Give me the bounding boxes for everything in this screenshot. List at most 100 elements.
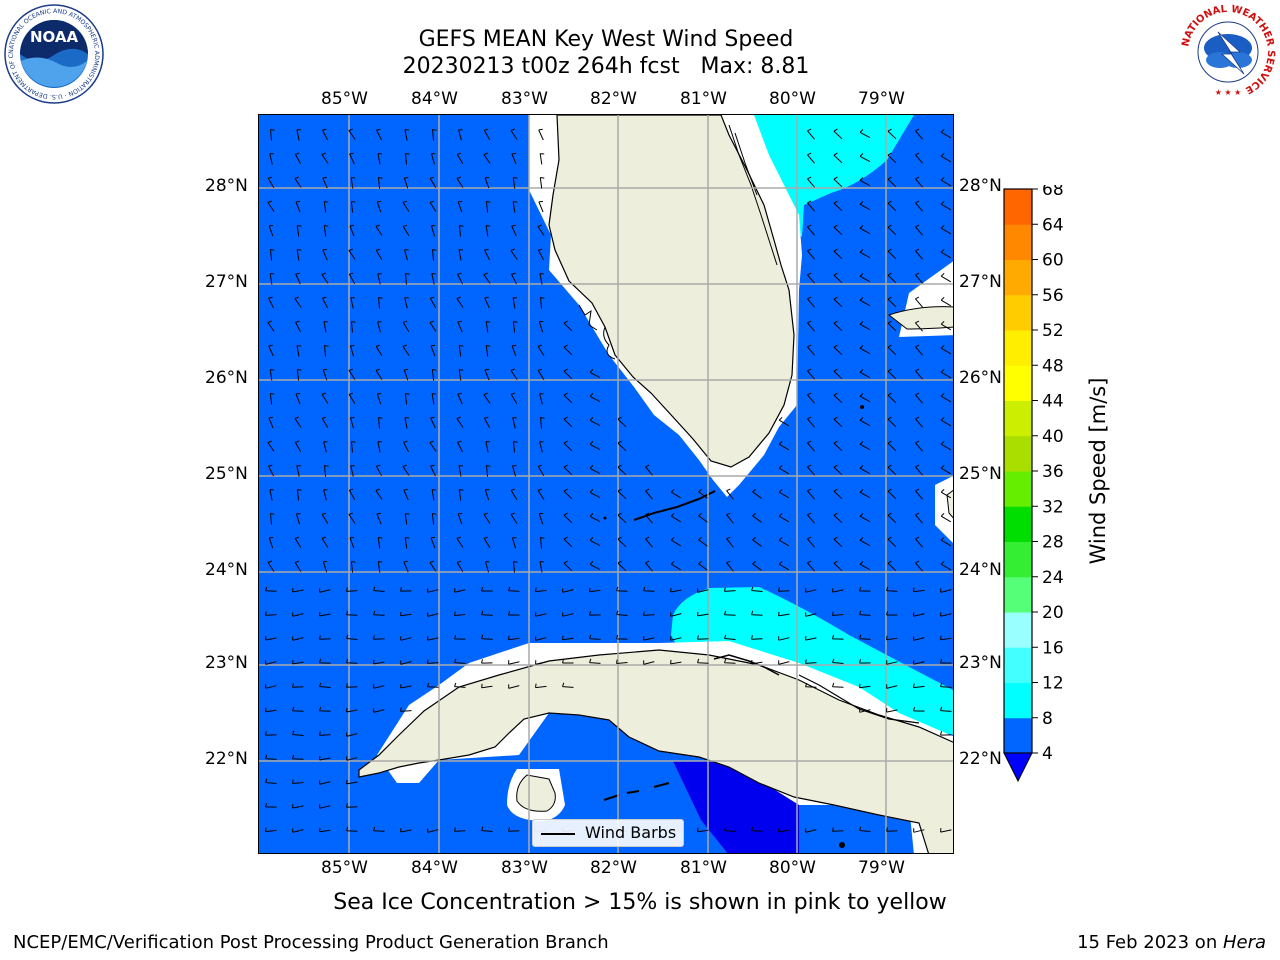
wind-barb [427, 828, 439, 833]
wind-barb [324, 465, 329, 477]
wind-barb [430, 344, 436, 357]
wind-barb [431, 369, 437, 381]
wind-barb [589, 537, 601, 547]
wind-barb [698, 512, 708, 523]
colorbar-segment [1004, 541, 1032, 578]
wind-barb [375, 488, 383, 500]
wind-barb [484, 489, 490, 501]
wind-barb [429, 176, 437, 188]
lon-label-top: 83°W [501, 89, 548, 109]
wind-barb [295, 513, 301, 525]
wind-barb [294, 176, 302, 188]
wind-barb [886, 660, 898, 665]
wind-barb [940, 612, 952, 617]
wind-barb [319, 706, 331, 712]
wind-barb [886, 611, 898, 616]
wind-barb [373, 586, 385, 592]
wind-barb [778, 561, 790, 571]
wind-barb [292, 683, 304, 688]
wind-barb [724, 610, 736, 616]
lat-label-left: 27°N [205, 272, 248, 292]
wind-barb [270, 129, 275, 141]
wind-barb [643, 660, 655, 665]
wind-barb [778, 489, 790, 499]
wind-barb [805, 636, 817, 641]
wind-barb [375, 368, 383, 380]
wind-barb [324, 345, 329, 357]
wind-barb [807, 272, 815, 284]
wind-barb [322, 176, 328, 189]
wind-barb [481, 610, 493, 616]
wind-barb [346, 732, 358, 737]
wind-barb [833, 272, 843, 284]
wind-barb [807, 488, 815, 500]
lon-label-bottom: 79°W [858, 858, 905, 878]
wind-barb [510, 248, 518, 260]
wind-barb [540, 297, 545, 309]
wind-barb [778, 827, 790, 833]
wind-barb [940, 369, 952, 379]
footer-date: 15 Feb 2023 on Hera [1077, 932, 1266, 953]
wind-barb [508, 827, 520, 832]
wind-barb [510, 392, 518, 405]
wind-barb [265, 684, 277, 689]
wind-barb [832, 611, 844, 616]
wind-barb [377, 321, 382, 333]
cuba-land [358, 649, 953, 853]
wind-barb [940, 345, 952, 355]
wind-barb [563, 464, 573, 476]
wind-barb [751, 586, 763, 592]
wind-barb [484, 296, 490, 309]
wind-barb [427, 612, 439, 617]
colorbar-segment [1004, 717, 1032, 754]
wind-barb [292, 706, 304, 712]
wind-barb [886, 684, 898, 689]
wind-barb [296, 465, 301, 477]
wind-barb [915, 200, 923, 212]
wind-barb [296, 129, 301, 141]
wind-barb [940, 297, 952, 307]
wind-barb [454, 588, 466, 593]
wind-barb [807, 440, 815, 452]
wind-barb [454, 682, 466, 688]
wind-barb [913, 587, 925, 593]
wind-barb [915, 320, 923, 332]
wind-barb [563, 392, 573, 404]
wind-barb [589, 489, 601, 499]
wind-barb [698, 560, 708, 571]
colorbar-segment [1004, 365, 1032, 401]
wind-barb [456, 176, 464, 188]
wind-barb [295, 200, 301, 213]
wind-barb [378, 417, 383, 429]
wind-barb [346, 658, 358, 664]
wind-barb [454, 827, 466, 832]
wind-barb [807, 152, 815, 164]
wind-barb [483, 272, 491, 284]
wind-barb [296, 249, 302, 261]
wind-barb [833, 176, 843, 188]
chart-subtitle: 20230213 t00z 264h fcst Max: 8.81 [402, 54, 810, 79]
wind-barb [457, 201, 463, 213]
wind-barb [323, 441, 328, 453]
wind-barb [322, 369, 328, 381]
colorbar-segment [1004, 294, 1032, 331]
wind-barb [404, 513, 410, 525]
wind-barb [508, 660, 520, 665]
wind-barb [292, 754, 304, 760]
wind-barb [348, 368, 356, 380]
wind-barb [319, 827, 331, 833]
colorbar-segment [1004, 682, 1032, 719]
wind-barb [859, 393, 871, 403]
wind-barb [485, 201, 491, 213]
wind-barb [485, 225, 491, 237]
wind-barb [643, 586, 655, 592]
wind-barb [510, 368, 518, 380]
graticule [259, 115, 953, 853]
colorbar-tick-label: 44 [1042, 392, 1064, 412]
lat-label-left: 26°N [205, 368, 248, 388]
footer-machine: Hera [1222, 932, 1266, 953]
wind-barb [805, 682, 817, 688]
wind-barb [270, 513, 275, 525]
wind-barb [751, 635, 763, 640]
